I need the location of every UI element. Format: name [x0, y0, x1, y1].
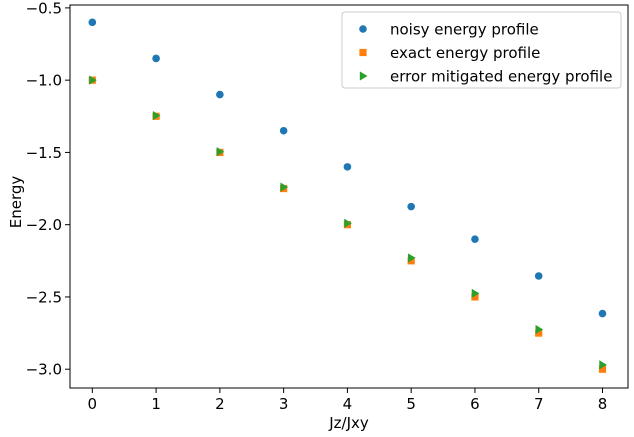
x-tick-label: 8 [598, 395, 608, 413]
legend-label: exact energy profile [390, 44, 540, 62]
x-tick-label: 3 [279, 395, 289, 413]
data-point [152, 110, 161, 121]
y-tick-label: −1.0 [26, 72, 62, 90]
x-axis-label: Jz/Jxy [328, 414, 369, 432]
data-point [216, 147, 225, 157]
data-point [534, 272, 543, 280]
data-point [535, 324, 544, 335]
legend: noisy energy profile exact energy profile… [341, 11, 622, 89]
legend-marker [359, 25, 367, 33]
x-tick-label: 6 [470, 395, 480, 413]
legend-marker [359, 71, 368, 81]
series-3 [89, 75, 607, 370]
data-point [344, 218, 352, 228]
data-point [152, 54, 160, 63]
legend-items: noisy energy profile exact energy profile… [359, 21, 612, 86]
x-tick-label: 4 [343, 395, 353, 413]
legend-item: exact energy profile [359, 44, 540, 62]
data-point [599, 360, 607, 370]
legend-marker [359, 48, 367, 57]
plot-frame [69, 4, 629, 389]
x-tick-label: 7 [534, 395, 544, 413]
x-tick-label: 5 [406, 395, 416, 413]
data-point [535, 329, 543, 337]
data-point [88, 18, 97, 27]
data-point [471, 293, 479, 301]
x-tick-label: 1 [151, 395, 161, 413]
data-point [279, 126, 288, 135]
legend-frame [341, 11, 622, 89]
data-point [598, 365, 607, 373]
legend-item: error mitigated energy profile [359, 68, 612, 86]
x-tick-label: 0 [88, 395, 98, 413]
y-tick-label: −0.5 [26, 0, 62, 17]
x-tick-label: 2 [215, 395, 225, 413]
data-marks [88, 18, 607, 373]
data-point [407, 253, 416, 263]
y-tick-label: −2.5 [26, 288, 62, 306]
y-tick-label: −2.0 [26, 216, 62, 234]
data-point [598, 309, 607, 318]
y-tick-label: −1.5 [26, 144, 62, 162]
data-point [89, 75, 97, 85]
data-point [280, 182, 289, 192]
y-axis-label: Energy [7, 176, 25, 229]
data-point [407, 257, 415, 265]
y-tick-label: −3.0 [26, 361, 62, 379]
data-point [471, 288, 480, 298]
legend-item: noisy energy profile [359, 21, 539, 39]
data-point [216, 90, 224, 99]
series-1 [88, 18, 607, 318]
axis-ticks: 0 1 2 3 4 5 6 7 8 −0.5 −1.0 −1.5 −2.0 −2.5 −3.0 [26, 0, 608, 413]
data-point [407, 202, 415, 211]
legend-label: error mitigated energy profile [390, 68, 612, 86]
data-point [471, 235, 479, 243]
data-point [343, 163, 352, 171]
legend-label: noisy energy profile [390, 21, 539, 39]
